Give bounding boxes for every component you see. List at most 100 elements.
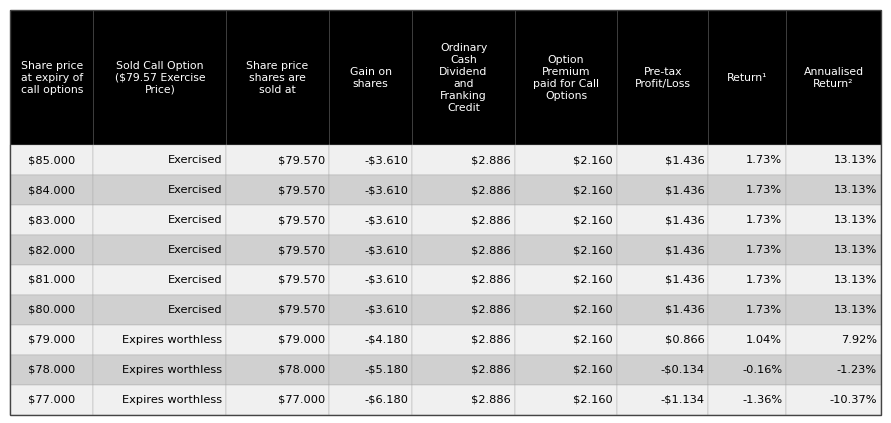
Text: $2.886: $2.886: [471, 215, 511, 225]
Bar: [617, 235, 708, 265]
Bar: [226, 145, 329, 175]
Bar: [413, 265, 515, 295]
Text: -$3.610: -$3.610: [364, 245, 408, 255]
Bar: [226, 295, 329, 325]
Text: -1.23%: -1.23%: [837, 365, 877, 375]
Bar: [226, 355, 329, 385]
Text: 13.13%: 13.13%: [834, 185, 877, 195]
Text: Exercised: Exercised: [168, 275, 223, 285]
Bar: [10, 10, 94, 145]
Text: $84.000: $84.000: [29, 185, 76, 195]
Text: Exercised: Exercised: [168, 185, 223, 195]
Text: $0.866: $0.866: [665, 335, 704, 345]
Text: $79.570: $79.570: [278, 215, 325, 225]
Bar: [786, 265, 881, 295]
Bar: [617, 265, 708, 295]
Text: 1.73%: 1.73%: [746, 155, 782, 165]
Text: 13.13%: 13.13%: [834, 155, 877, 165]
Text: $1.436: $1.436: [665, 215, 704, 225]
Text: $2.160: $2.160: [574, 155, 613, 165]
Text: $78.000: $78.000: [29, 365, 76, 375]
Text: -$3.610: -$3.610: [364, 275, 408, 285]
Text: -$1.134: -$1.134: [660, 395, 704, 405]
Text: $2.160: $2.160: [574, 365, 613, 375]
Text: $82.000: $82.000: [29, 245, 76, 255]
Bar: [94, 385, 226, 415]
Text: $79.570: $79.570: [278, 155, 325, 165]
Bar: [94, 325, 226, 355]
Text: $2.886: $2.886: [471, 335, 511, 345]
Bar: [10, 145, 94, 175]
Text: $2.160: $2.160: [574, 305, 613, 315]
Bar: [786, 10, 881, 145]
Text: Expires worthless: Expires worthless: [122, 395, 223, 405]
Bar: [413, 205, 515, 235]
Bar: [94, 175, 226, 205]
Text: Share price
at expiry of
call options: Share price at expiry of call options: [20, 60, 83, 94]
Bar: [226, 10, 329, 145]
Bar: [515, 355, 617, 385]
Text: $2.886: $2.886: [471, 365, 511, 375]
Text: Return¹: Return¹: [727, 72, 767, 82]
Text: $77.000: $77.000: [278, 395, 325, 405]
Text: 13.13%: 13.13%: [834, 305, 877, 315]
Bar: [10, 325, 94, 355]
Bar: [708, 295, 786, 325]
Text: -$3.610: -$3.610: [364, 215, 408, 225]
Bar: [708, 325, 786, 355]
Bar: [10, 355, 94, 385]
Text: $77.000: $77.000: [29, 395, 76, 405]
Text: -$3.610: -$3.610: [364, 155, 408, 165]
Text: -$0.134: -$0.134: [660, 365, 704, 375]
Bar: [708, 385, 786, 415]
Text: 13.13%: 13.13%: [834, 215, 877, 225]
Text: Exercised: Exercised: [168, 245, 223, 255]
Bar: [786, 235, 881, 265]
Bar: [617, 355, 708, 385]
Bar: [617, 325, 708, 355]
Text: Option
Premium
paid for Call
Options: Option Premium paid for Call Options: [533, 55, 599, 101]
Bar: [515, 325, 617, 355]
Bar: [617, 175, 708, 205]
Text: $2.160: $2.160: [574, 245, 613, 255]
Bar: [94, 205, 226, 235]
Text: -$6.180: -$6.180: [364, 395, 408, 405]
Bar: [413, 355, 515, 385]
Text: -$3.610: -$3.610: [364, 305, 408, 315]
Bar: [94, 145, 226, 175]
Text: 1.73%: 1.73%: [746, 275, 782, 285]
Bar: [617, 205, 708, 235]
Text: $79.570: $79.570: [278, 185, 325, 195]
Text: Sold Call Option
($79.57 Exercise
Price): Sold Call Option ($79.57 Exercise Price): [115, 60, 205, 94]
Bar: [94, 295, 226, 325]
Bar: [329, 145, 413, 175]
Bar: [226, 205, 329, 235]
Text: -$3.610: -$3.610: [364, 185, 408, 195]
Text: -0.16%: -0.16%: [742, 365, 782, 375]
Bar: [786, 145, 881, 175]
Bar: [708, 175, 786, 205]
Bar: [329, 175, 413, 205]
Bar: [786, 355, 881, 385]
Bar: [708, 10, 786, 145]
Text: -$5.180: -$5.180: [364, 365, 408, 375]
Text: $2.886: $2.886: [471, 245, 511, 255]
Text: $2.160: $2.160: [574, 335, 613, 345]
Text: $2.886: $2.886: [471, 305, 511, 315]
Bar: [226, 235, 329, 265]
Bar: [329, 385, 413, 415]
Bar: [786, 295, 881, 325]
Bar: [786, 205, 881, 235]
Text: $1.436: $1.436: [665, 305, 704, 315]
Bar: [329, 325, 413, 355]
Bar: [329, 265, 413, 295]
Text: $79.570: $79.570: [278, 305, 325, 315]
Bar: [329, 205, 413, 235]
Text: 1.04%: 1.04%: [746, 335, 782, 345]
Text: $1.436: $1.436: [665, 155, 704, 165]
Bar: [329, 355, 413, 385]
Text: Pre-tax
Profit/Loss: Pre-tax Profit/Loss: [634, 66, 691, 88]
Text: $2.160: $2.160: [574, 275, 613, 285]
Text: Exercised: Exercised: [168, 215, 223, 225]
Text: $2.886: $2.886: [471, 155, 511, 165]
